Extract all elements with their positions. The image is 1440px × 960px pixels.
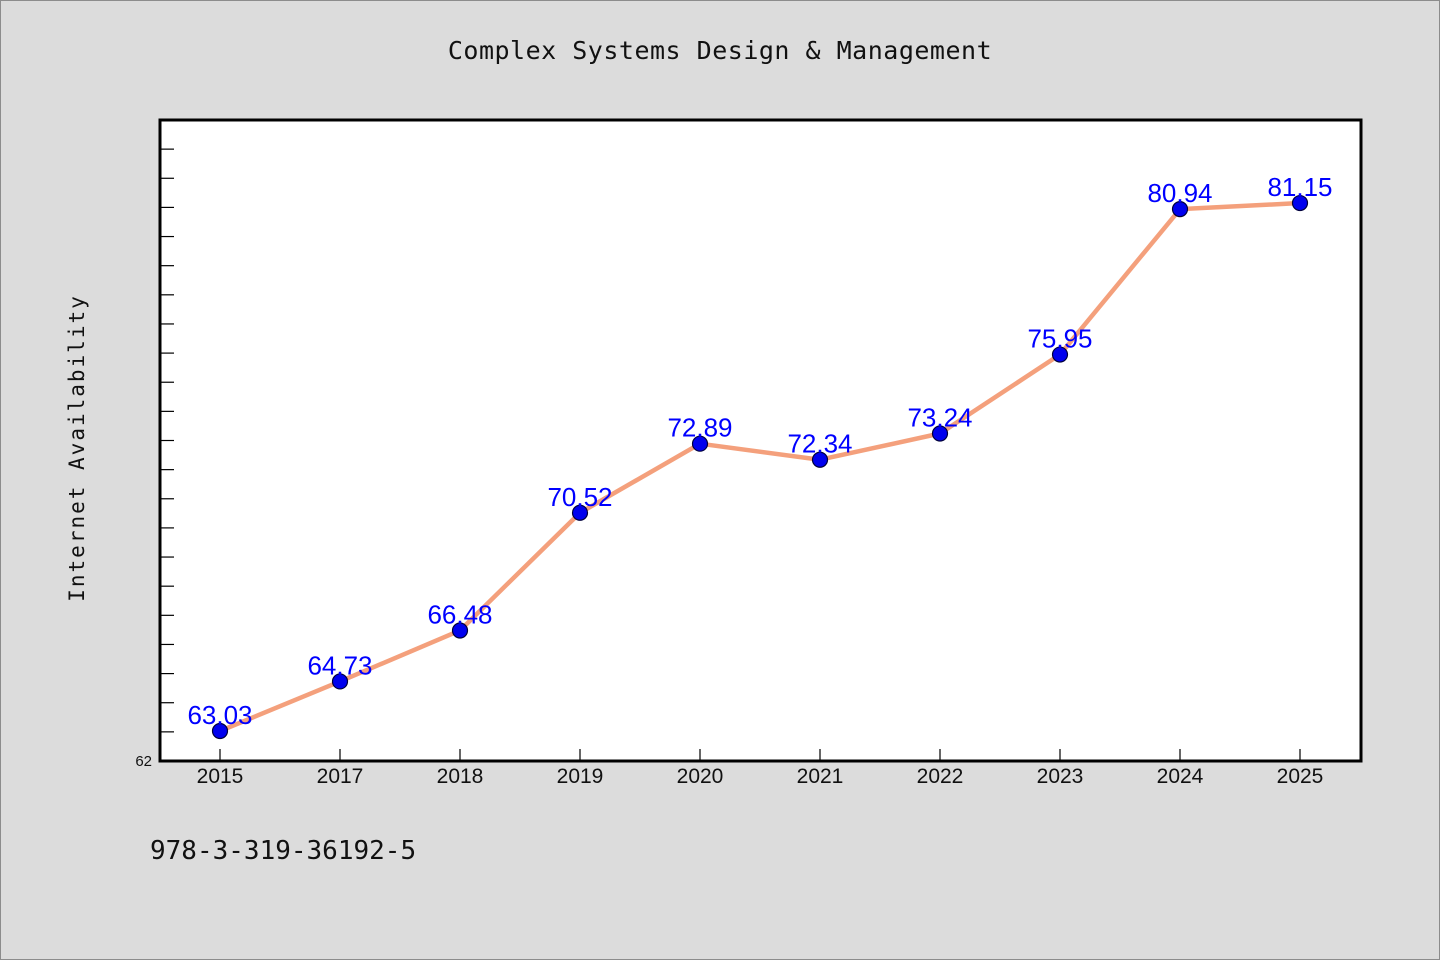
data-point	[451, 622, 469, 639]
series-line	[217, 200, 1303, 734]
data-point	[1171, 201, 1189, 218]
data-label-group: 63.03 64.73 66.48 70.52 72.89 72.34 73.24 75.95…	[187, 172, 1332, 730]
data-label: 81.15	[1267, 172, 1332, 202]
data-point	[331, 673, 349, 690]
x-tick-label: 2015	[197, 765, 244, 788]
data-point	[211, 722, 229, 740]
plot-area	[158, 118, 1363, 763]
x-tick-label: 2018	[437, 765, 484, 788]
data-point	[571, 504, 589, 521]
data-point	[1051, 346, 1069, 363]
data-point	[811, 451, 829, 468]
data-label: 73.24	[907, 403, 972, 433]
data-label: 72.34	[787, 429, 852, 459]
x-tick-label: 2025	[1277, 765, 1324, 788]
data-point	[931, 425, 949, 442]
data-label: 80.94	[1147, 178, 1212, 208]
data-label: 64.73	[307, 650, 372, 680]
x-tick-label: 2024	[1157, 765, 1204, 788]
x-tick-label: 2021	[797, 765, 844, 788]
x-tick-group: 2015 2017 2018 2019 2020 2021 2022 2023 2024 2025	[197, 749, 1324, 788]
x-tick-label: 2020	[677, 765, 724, 788]
data-label: 72.89	[667, 413, 732, 443]
data-point	[1291, 194, 1309, 212]
data-label: 75.95	[1027, 324, 1092, 354]
data-label: 63.03	[187, 700, 252, 730]
x-tick-label: 2023	[1037, 765, 1084, 788]
series-point-group	[211, 194, 1309, 740]
data-label: 66.48	[427, 599, 492, 629]
y-tick-group: 62	[135, 148, 174, 770]
x-tick-label: 2022	[917, 765, 964, 788]
chart-title: Complex Systems Design & Management	[447, 36, 993, 65]
x-tick-label: 2019	[557, 765, 604, 788]
isbn-footer: 978-3-319-36192-5	[150, 836, 417, 866]
y-tick-label: 62	[135, 753, 152, 770]
x-tick-label: 2017	[317, 765, 364, 788]
data-label: 70.52	[547, 482, 612, 512]
series-line-group	[217, 200, 1303, 734]
data-point	[691, 435, 709, 452]
